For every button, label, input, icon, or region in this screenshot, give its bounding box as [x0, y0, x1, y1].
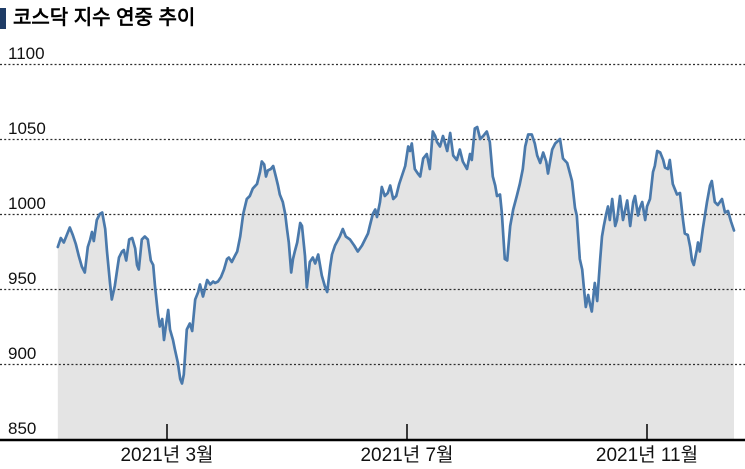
title-accent-bar-icon — [0, 7, 6, 29]
y-axis-label: 950 — [8, 269, 36, 288]
x-axis-label: 2021년 11월 — [596, 444, 698, 466]
x-axis-label: 2021년 7월 — [360, 444, 453, 466]
chart-title-row: 코스닥 지수 연중 추이 — [0, 5, 195, 31]
page-title: 코스닥 지수 연중 추이 — [13, 7, 196, 29]
index-line — [56, 125, 736, 385]
x-axis-label: 2021년 3월 — [120, 444, 213, 466]
y-axis-label: 1100 — [8, 44, 45, 63]
y-axis-label: 850 — [8, 419, 36, 438]
y-axis-label: 900 — [8, 344, 36, 363]
y-axis-label: 1050 — [8, 119, 46, 138]
y-axis-label: 1000 — [8, 194, 46, 213]
area-fill — [57, 127, 735, 439]
